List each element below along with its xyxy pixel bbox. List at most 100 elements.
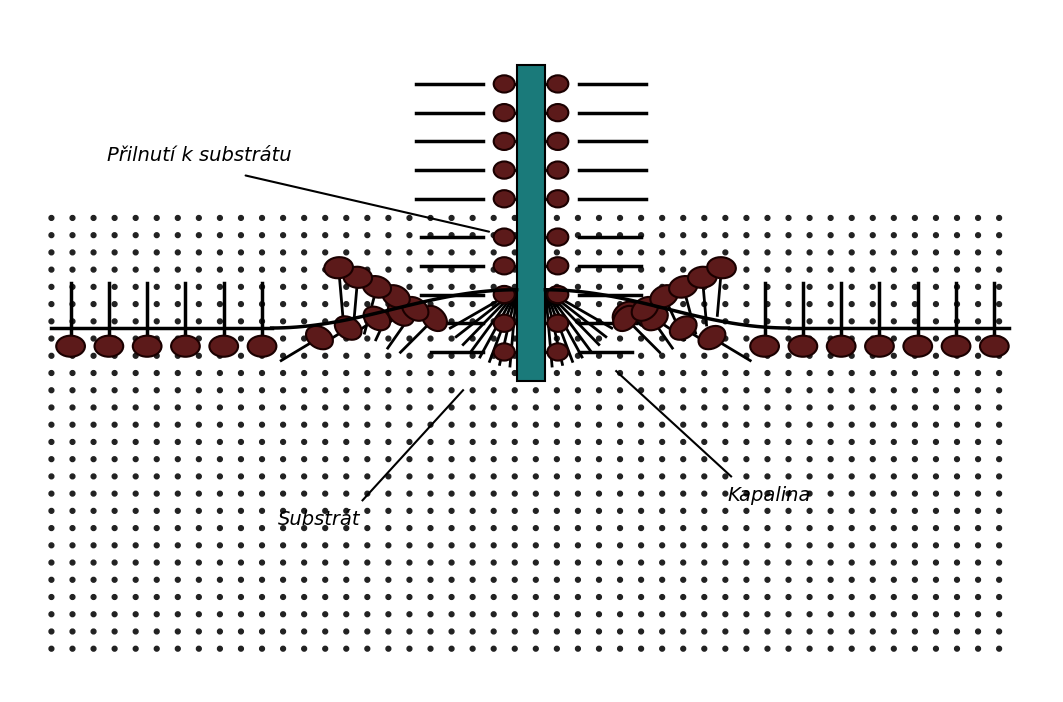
Circle shape — [365, 233, 370, 237]
Circle shape — [660, 388, 664, 392]
Circle shape — [281, 629, 286, 634]
Circle shape — [787, 577, 791, 582]
Circle shape — [259, 526, 265, 531]
Circle shape — [680, 302, 686, 307]
Circle shape — [912, 612, 917, 616]
Circle shape — [660, 629, 664, 634]
Circle shape — [407, 250, 411, 255]
Circle shape — [787, 353, 791, 358]
Ellipse shape — [388, 302, 414, 326]
Circle shape — [91, 371, 96, 376]
Circle shape — [91, 543, 96, 548]
Circle shape — [491, 595, 496, 600]
Circle shape — [639, 423, 643, 427]
Circle shape — [70, 284, 74, 289]
Circle shape — [912, 526, 917, 531]
Circle shape — [197, 284, 201, 289]
Circle shape — [723, 319, 728, 324]
Circle shape — [828, 474, 833, 479]
Ellipse shape — [669, 276, 697, 298]
Circle shape — [470, 647, 475, 651]
Circle shape — [933, 388, 939, 392]
Circle shape — [596, 319, 602, 324]
Circle shape — [976, 508, 980, 513]
Circle shape — [765, 491, 770, 496]
Circle shape — [807, 284, 812, 289]
Circle shape — [976, 371, 980, 376]
Circle shape — [386, 595, 391, 600]
Circle shape — [618, 267, 623, 272]
Circle shape — [723, 371, 728, 376]
Circle shape — [491, 526, 496, 531]
Circle shape — [787, 629, 791, 634]
Circle shape — [871, 284, 875, 289]
Circle shape — [323, 353, 327, 358]
Circle shape — [491, 508, 496, 513]
Circle shape — [218, 353, 222, 358]
Ellipse shape — [56, 336, 85, 357]
Circle shape — [302, 353, 306, 358]
Circle shape — [91, 629, 96, 634]
Circle shape — [70, 560, 74, 565]
Ellipse shape — [547, 314, 569, 332]
Circle shape — [933, 612, 939, 616]
Circle shape — [828, 319, 833, 324]
Circle shape — [680, 595, 686, 600]
Circle shape — [428, 405, 433, 410]
Circle shape — [828, 250, 833, 255]
Circle shape — [575, 267, 580, 272]
Circle shape — [744, 302, 748, 307]
Circle shape — [113, 491, 117, 496]
Circle shape — [639, 250, 643, 255]
Circle shape — [849, 543, 854, 548]
Circle shape — [871, 302, 875, 307]
Circle shape — [575, 336, 580, 341]
Circle shape — [849, 371, 854, 376]
Ellipse shape — [209, 336, 238, 357]
Circle shape — [450, 405, 454, 410]
Circle shape — [259, 302, 265, 307]
Circle shape — [133, 508, 138, 513]
Circle shape — [871, 439, 875, 444]
Circle shape — [639, 284, 643, 289]
Circle shape — [555, 577, 559, 582]
Circle shape — [470, 302, 475, 307]
Circle shape — [133, 629, 138, 634]
Circle shape — [133, 336, 138, 341]
Circle shape — [997, 302, 1001, 307]
Circle shape — [512, 216, 517, 220]
Ellipse shape — [335, 317, 361, 340]
Circle shape — [680, 405, 686, 410]
Circle shape — [450, 336, 454, 341]
Circle shape — [154, 233, 159, 237]
Circle shape — [702, 353, 707, 358]
Circle shape — [197, 647, 201, 651]
Circle shape — [491, 336, 496, 341]
Circle shape — [723, 474, 728, 479]
Circle shape — [302, 526, 306, 531]
Circle shape — [849, 647, 854, 651]
Circle shape — [744, 508, 748, 513]
Circle shape — [534, 647, 538, 651]
Circle shape — [491, 250, 496, 255]
Circle shape — [238, 250, 243, 255]
Circle shape — [386, 233, 391, 237]
Circle shape — [976, 336, 980, 341]
Circle shape — [113, 423, 117, 427]
Circle shape — [365, 543, 370, 548]
Circle shape — [175, 439, 181, 444]
Circle shape — [302, 216, 306, 220]
Circle shape — [828, 439, 833, 444]
Circle shape — [892, 526, 896, 531]
Circle shape — [828, 233, 833, 237]
Circle shape — [534, 508, 538, 513]
Circle shape — [828, 336, 833, 341]
Circle shape — [765, 423, 770, 427]
Circle shape — [596, 647, 602, 651]
Circle shape — [238, 371, 243, 376]
Circle shape — [91, 250, 96, 255]
Circle shape — [113, 388, 117, 392]
Circle shape — [323, 595, 327, 600]
Circle shape — [154, 216, 159, 220]
Circle shape — [365, 474, 370, 479]
